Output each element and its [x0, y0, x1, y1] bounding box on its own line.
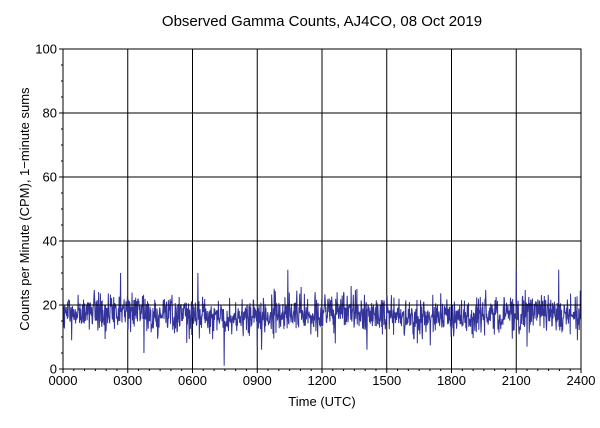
x-tick-label: 1200 — [308, 373, 337, 388]
y-tick-label: 100 — [35, 42, 57, 57]
x-tick-label: 2400 — [567, 373, 596, 388]
x-tick-label: 1500 — [372, 373, 401, 388]
series-line-gamma-cpm — [62, 269, 582, 366]
x-tick-label: 1800 — [437, 373, 466, 388]
x-tick-label: 2100 — [502, 373, 531, 388]
grid-lines — [63, 49, 581, 369]
y-axis-label: Counts per Minute (CPM), 1−minute sums — [17, 87, 32, 331]
x-tick-label: 0300 — [113, 373, 142, 388]
chart-title: Observed Gamma Counts, AJ4CO, 08 Oct 201… — [162, 13, 482, 30]
x-tick-label: 0900 — [243, 373, 272, 388]
y-tick-label: 80 — [43, 106, 57, 121]
x-tick-label: 0600 — [178, 373, 207, 388]
y-tick-label: 20 — [43, 298, 57, 313]
y-tick-label: 0 — [50, 362, 57, 377]
x-axis-ticks: 0000 0300 0600 0900 1200 1500 1800 2100 2400 — [49, 369, 596, 388]
x-axis-label: Time (UTC) — [288, 394, 355, 409]
y-tick-label: 60 — [43, 170, 57, 185]
y-axis-ticks: 0 20 40 60 80 100 — [35, 42, 63, 377]
x-tick-label: 0000 — [49, 373, 78, 388]
y-tick-label: 40 — [43, 234, 57, 249]
